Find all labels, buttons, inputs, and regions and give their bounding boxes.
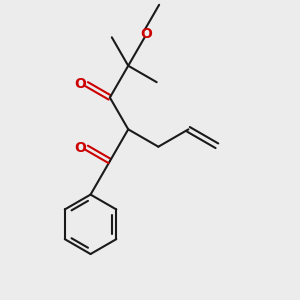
Text: O: O bbox=[140, 27, 152, 41]
Text: O: O bbox=[74, 141, 86, 155]
Text: O: O bbox=[74, 77, 86, 91]
